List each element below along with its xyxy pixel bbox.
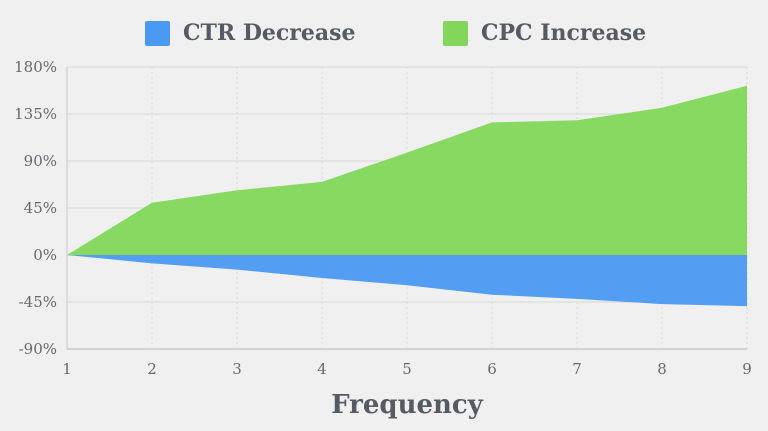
x-tick-label: 4 [317,360,327,378]
ctr-decrease-area [67,255,747,307]
legend-item-cpc-increase: CPC Increase [443,20,646,46]
y-tick-label: -45% [19,293,57,311]
ctr-decrease-label: CTR Decrease [183,20,356,46]
y-tick-label: 180% [14,58,57,76]
x-axis-tick-labels: 1 2 3 4 5 6 7 8 9 [62,360,752,378]
y-tick-label: 135% [14,105,57,123]
x-tick-label: 6 [487,360,497,378]
x-tick-label: 3 [232,360,242,378]
x-tick-label: 2 [147,360,157,378]
ctr-decrease-swatch [145,20,170,46]
y-tick-label: 0% [33,246,57,264]
x-tick-label: 1 [62,360,72,378]
y-tick-label: -90% [19,340,57,358]
legend-item-ctr-decrease: CTR Decrease [145,20,356,46]
y-tick-label: 90% [24,152,57,170]
x-tick-label: 5 [402,360,412,378]
cpc-increase-label: CPC Increase [481,20,647,46]
y-axis-tick-labels: 180% 135% 90% 45% 0% -45% -90% [14,58,57,358]
x-tick-label: 7 [572,360,582,378]
x-tick-label: 8 [657,360,667,378]
chart-legend: CTR Decrease CPC Increase [0,0,768,50]
x-tick-label: 9 [742,360,752,378]
cpc-increase-swatch [443,20,468,46]
cpc-increase-area [67,85,747,255]
y-tick-label: 45% [24,199,57,217]
x-axis-title: Frequency [331,390,483,420]
